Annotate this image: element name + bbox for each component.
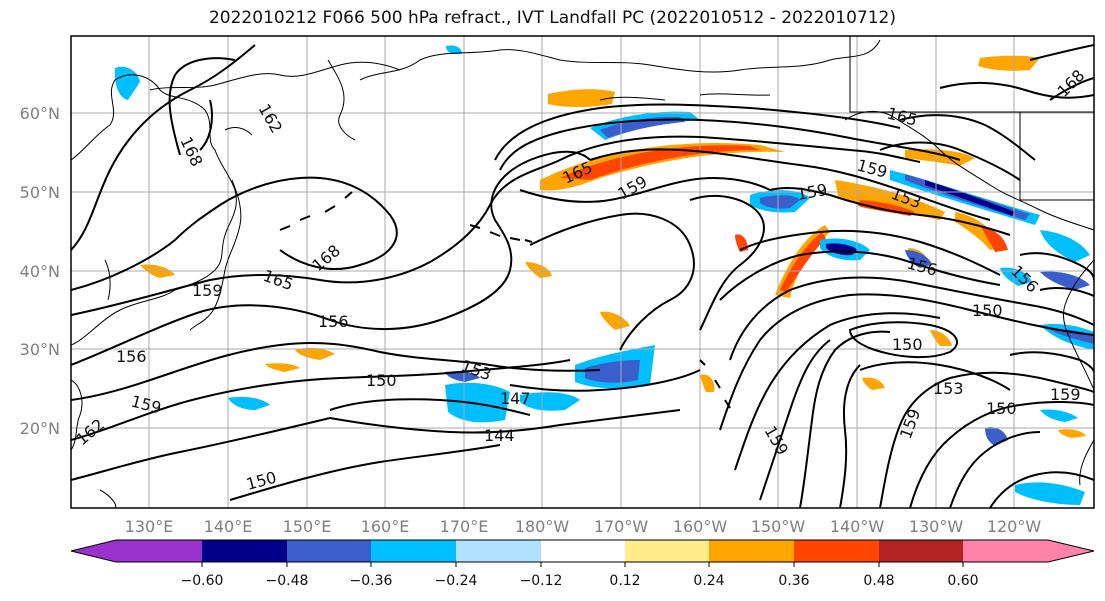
lat-tick-label: 60°N	[20, 104, 60, 123]
colorbar-label: −0.60	[181, 573, 224, 589]
colorbar-segment	[625, 540, 709, 562]
coastlines	[71, 36, 1094, 508]
contour-label: 144	[484, 426, 515, 445]
gridlines	[71, 36, 1094, 508]
colorbar-extend-low	[71, 540, 116, 562]
map-frame	[70, 35, 1095, 509]
lon-tick-label: 150°W	[751, 517, 806, 536]
contour-label: 150	[892, 335, 923, 354]
lon-tick-label: 140°W	[830, 517, 885, 536]
lon-tick-label: 160°E	[361, 517, 410, 536]
lon-tick-label: 160°W	[673, 517, 728, 536]
contour-label: 150	[986, 399, 1017, 418]
colorbar-segment	[116, 540, 202, 562]
colorbar-label: −0.12	[520, 573, 563, 589]
shaded-field	[114, 45, 1094, 505]
lon-tick-label: 130°W	[909, 517, 964, 536]
colorbar: −0.60 −0.48 −0.36 −0.24 −0.12 0.12 0.24 …	[70, 539, 1095, 589]
lon-tick-label: 130°E	[125, 517, 174, 536]
lon-tick-label: 170°W	[594, 517, 649, 536]
lat-tick-label: 20°N	[20, 419, 60, 438]
colorbar-label: 0.60	[947, 573, 978, 589]
contour-label: 147	[500, 389, 531, 408]
contour-label: 156	[318, 312, 349, 331]
contour-label: 159	[1050, 385, 1081, 404]
colorbar-ticks	[201, 562, 964, 567]
map-title: 2022010212 F066 500 hPa refract., IVT La…	[208, 8, 896, 28]
lon-axis: 130°E 140°E 150°E 160°E 170°E 180°W 170°…	[125, 517, 1042, 536]
lon-tick-label: 120°W	[987, 517, 1042, 536]
colorbar-segment	[456, 540, 541, 562]
colorbar-label: −0.36	[350, 573, 393, 589]
lat-tick-label: 40°N	[20, 262, 60, 281]
colorbar-label: 0.48	[863, 573, 894, 589]
colorbar-segment	[794, 540, 879, 562]
colorbar-extend-high	[1048, 540, 1094, 562]
colorbar-segment	[371, 540, 456, 562]
contour-label: 156	[116, 347, 147, 366]
colorbar-segment	[202, 540, 287, 562]
lat-axis: 20°N 30°N 40°N 50°N 60°N	[20, 104, 60, 438]
colorbar-label: 0.36	[778, 573, 809, 589]
lat-tick-label: 50°N	[20, 183, 60, 202]
colorbar-segment	[879, 540, 963, 562]
colorbar-label: −0.48	[266, 573, 309, 589]
colorbar-segment	[541, 540, 625, 562]
lon-tick-label: 180°W	[515, 517, 570, 536]
colorbar-segment	[287, 540, 371, 562]
lon-tick-label: 140°E	[204, 517, 253, 536]
colorbar-label: 0.24	[693, 573, 724, 589]
colorbar-label: 0.12	[609, 573, 640, 589]
colorbar-segment	[709, 540, 794, 562]
map-panel: 162 168 165 159 156 153 150 147 144 168 …	[71, 36, 1094, 508]
lat-tick-label: 30°N	[20, 340, 60, 359]
colorbar-segment	[963, 540, 1048, 562]
contour-label: 159	[192, 281, 223, 300]
islands	[279, 191, 731, 409]
colorbar-label: −0.24	[435, 573, 478, 589]
colorbar-outline	[70, 539, 1095, 563]
contour-label: 153	[933, 379, 964, 398]
contour-lines	[71, 44, 1094, 508]
lon-tick-label: 170°E	[440, 517, 489, 536]
contour-label: 150	[366, 371, 397, 390]
lon-tick-label: 150°E	[283, 517, 332, 536]
contour-label: 150	[972, 301, 1003, 320]
